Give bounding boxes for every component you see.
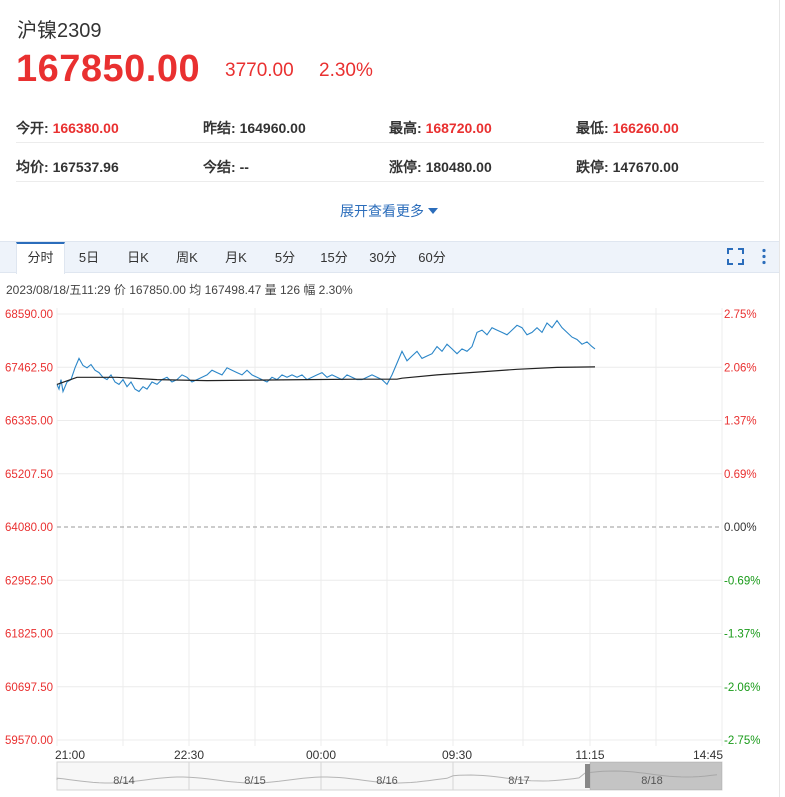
y-tick-label-right: 0.00% (724, 522, 757, 534)
stat-prev-settle: 昨结: 164960.00 (203, 120, 306, 136)
x-tick-label: 09:30 (442, 748, 472, 762)
x-tick-label: 00:00 (306, 748, 336, 762)
navigator-date-label: 8/18 (641, 775, 662, 787)
expand-more-link[interactable]: 展开查看更多 (340, 201, 438, 221)
navigator-date-label: 8/17 (508, 775, 529, 787)
y-tick-label-right: 2.75% (724, 309, 757, 321)
tab-5min[interactable]: 5分 (274, 250, 296, 265)
price-change: 3770.00 (225, 60, 294, 81)
y-tick-label-right: 2.06% (724, 362, 757, 374)
instrument-title: 沪镍2309 (17, 20, 102, 42)
y-tick-label-right: -1.37% (724, 629, 760, 641)
stat-low: 最低: 166260.00 (576, 120, 679, 136)
y-tick-label-right: -2.75% (724, 735, 760, 747)
y-tick-label-left: 65207.50 (5, 469, 53, 481)
y-tick-label-left: 68590.00 (5, 309, 53, 321)
y-tick-label-right: 1.37% (724, 416, 757, 428)
right-border (779, 0, 780, 797)
triangle-down-icon (428, 208, 438, 214)
y-tick-label-left: 60697.50 (5, 682, 53, 694)
y-tick-label-right: 0.69% (724, 469, 757, 481)
y-tick-label-left: 62952.50 (5, 575, 53, 587)
y-tick-label-left: 66335.00 (5, 416, 53, 428)
stat-open: 今开: 166380.00 (16, 120, 119, 136)
tab-30min[interactable]: 30分 (369, 250, 397, 265)
stats-row: 均价: 167537.96 今结: -- 涨停: 180480.00 跌停: 1… (16, 143, 764, 182)
tab-weekly-k[interactable]: 周K (176, 250, 198, 265)
last-price: 167850.00 (16, 48, 201, 90)
y-tick-label-left: 67462.50 (5, 362, 53, 374)
avg-series-line (56, 366, 596, 385)
x-tick-label: 11:15 (575, 748, 604, 762)
tab-60min[interactable]: 60分 (418, 250, 446, 265)
tab-15min[interactable]: 15分 (320, 250, 348, 265)
stat-settle: 今结: -- (203, 159, 249, 175)
fullscreen-icon[interactable] (727, 248, 744, 265)
stat-limit-up: 涨停: 180480.00 (389, 159, 492, 175)
y-tick-label-right: -0.69% (724, 575, 760, 587)
stat-high: 最高: 168720.00 (389, 120, 492, 136)
stat-avg: 均价: 167537.96 (16, 159, 119, 175)
intraday-chart[interactable]: 68590.00 2.75% 67462.50 2.06% 66335.00 1.37% 6… (0, 300, 779, 797)
more-vertical-icon[interactable] (760, 248, 768, 265)
y-tick-label-left: 61825.00 (5, 629, 53, 641)
x-tick-label: 22:30 (174, 748, 204, 762)
crosshair-info-line: 2023/08/18/五11:29 价 167850.00 均 167498.4… (6, 283, 353, 297)
tab-timeshare[interactable]: 分时 (16, 242, 65, 274)
navigator-selected-range (590, 762, 722, 790)
navigator-date-label: 8/16 (376, 775, 397, 787)
expand-more-label: 展开查看更多 (340, 203, 424, 219)
tab-daily-k[interactable]: 日K (127, 250, 149, 265)
y-tick-label-left: 59570.00 (5, 735, 53, 747)
tab-monthly-k[interactable]: 月K (225, 250, 247, 265)
price-series-line (56, 319, 596, 394)
stat-limit-down: 跌停: 147670.00 (576, 159, 679, 175)
chart-tabbar: 分时 5日 日K 周K 月K 5分 15分 30分 60分 (0, 241, 779, 274)
x-tick-label: 14:45 (693, 748, 723, 762)
navigator-date-label: 8/14 (113, 775, 134, 787)
stats-table: 今开: 166380.00 昨结: 164960.00 最高: 168720.0… (16, 104, 764, 182)
y-tick-label-right: -2.06% (724, 682, 760, 694)
tab-5day[interactable]: 5日 (78, 250, 100, 265)
y-tick-label-left: 64080.00 (5, 522, 53, 534)
navigator-handle-left (585, 764, 590, 788)
stats-row: 今开: 166380.00 昨结: 164960.00 最高: 168720.0… (16, 104, 764, 143)
x-tick-label: 21:00 (55, 748, 85, 762)
navigator-date-label: 8/15 (244, 775, 265, 787)
price-change-percent: 2.30% (319, 60, 373, 81)
